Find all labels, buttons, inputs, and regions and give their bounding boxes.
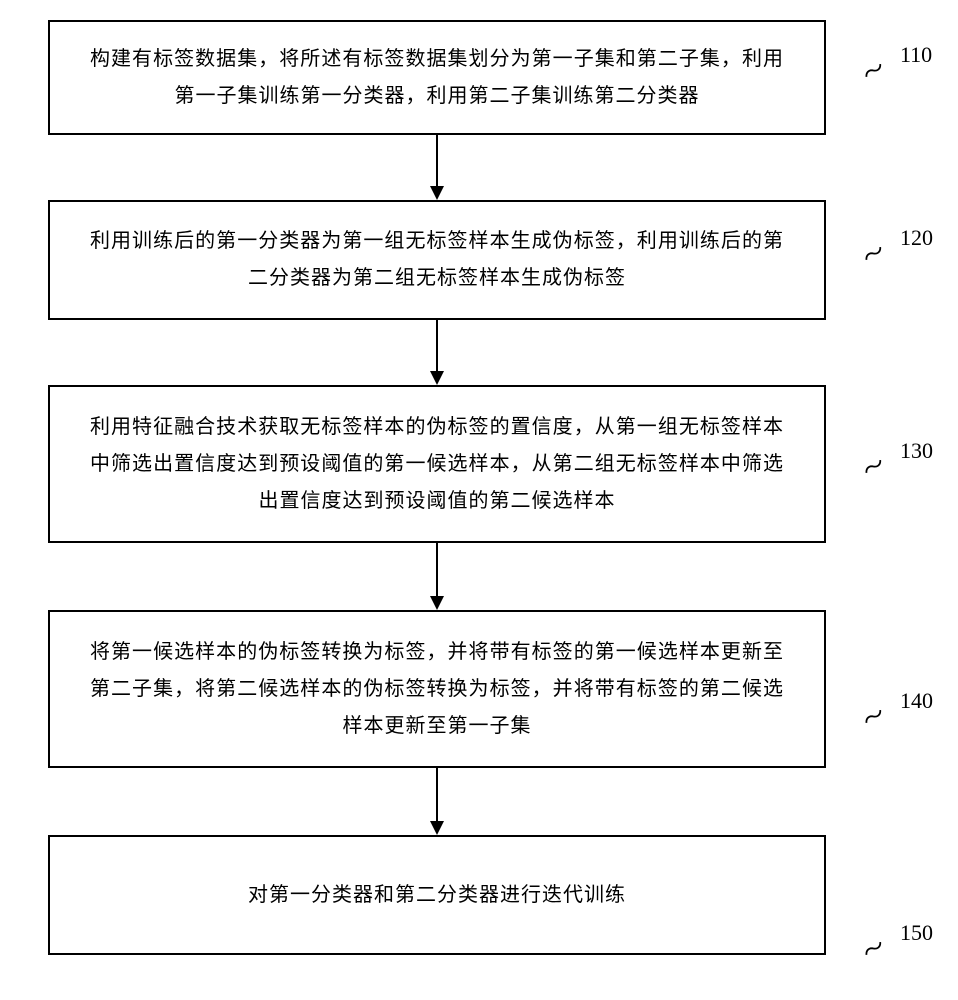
flow-label-4: 140 <box>900 688 933 714</box>
flow-label-3: 130 <box>900 438 933 464</box>
flow-node-2: 利用训练后的第一分类器为第一组无标签样本生成伪标签，利用训练后的第二分类器为第二… <box>48 200 826 320</box>
label-connector-4: 〜 <box>855 697 891 736</box>
arrow-1-2-line <box>436 135 438 186</box>
flow-node-5-text: 对第一分类器和第二分类器进行迭代训练 <box>248 877 626 914</box>
label-connector-5: 〜 <box>855 929 891 968</box>
flowchart-container: 构建有标签数据集，将所述有标签数据集划分为第一子集和第二子集，利用第一子集训练第… <box>0 0 958 1000</box>
flow-node-1-text: 构建有标签数据集，将所述有标签数据集划分为第一子集和第二子集，利用第一子集训练第… <box>90 41 784 115</box>
flow-node-4: 将第一候选样本的伪标签转换为标签，并将带有标签的第一候选样本更新至第二子集，将第… <box>48 610 826 768</box>
flow-node-1: 构建有标签数据集，将所述有标签数据集划分为第一子集和第二子集，利用第一子集训练第… <box>48 20 826 135</box>
arrow-1-2-head <box>430 186 444 200</box>
arrow-4-5-head <box>430 821 444 835</box>
arrow-4-5-line <box>436 768 438 821</box>
flow-label-1: 110 <box>900 42 932 68</box>
flow-node-3: 利用特征融合技术获取无标签样本的伪标签的置信度，从第一组无标签样本中筛选出置信度… <box>48 385 826 543</box>
arrow-3-4-head <box>430 596 444 610</box>
flow-node-4-text: 将第一候选样本的伪标签转换为标签，并将带有标签的第一候选样本更新至第二子集，将第… <box>90 634 784 745</box>
arrow-2-3-head <box>430 371 444 385</box>
flow-node-2-text: 利用训练后的第一分类器为第一组无标签样本生成伪标签，利用训练后的第二分类器为第二… <box>90 223 784 297</box>
arrow-2-3-line <box>436 320 438 371</box>
label-connector-3: 〜 <box>855 447 891 486</box>
flow-label-2: 120 <box>900 225 933 251</box>
label-connector-1: 〜 <box>855 51 891 90</box>
arrow-3-4-line <box>436 543 438 596</box>
flow-node-3-text: 利用特征融合技术获取无标签样本的伪标签的置信度，从第一组无标签样本中筛选出置信度… <box>90 409 784 520</box>
flow-label-5: 150 <box>900 920 933 946</box>
flow-node-5: 对第一分类器和第二分类器进行迭代训练 <box>48 835 826 955</box>
label-connector-2: 〜 <box>855 234 891 273</box>
